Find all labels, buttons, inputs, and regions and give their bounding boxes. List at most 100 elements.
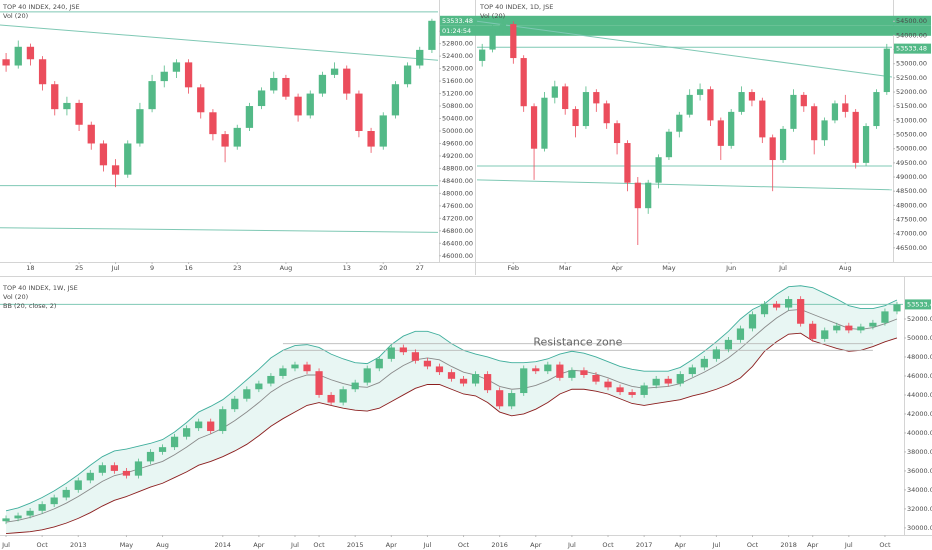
candle-body [628,392,636,395]
candle-body [38,504,46,511]
y-tick-label: 50500.00 [896,131,927,139]
candle-body [499,24,507,30]
indicator-label: Vol (20) [480,12,505,20]
y-tick-label: 46000.00 [907,372,932,380]
chart-title: TOP 40 INDEX, 1W, JSE [2,284,78,292]
candle-body [724,339,733,350]
candle-body [367,131,375,147]
candle-body [800,94,807,107]
candle-body [748,314,757,329]
candle-body [852,111,859,163]
candle-body [508,393,516,407]
candle-body [532,368,540,372]
candle-body [111,165,120,175]
candle-body [821,330,829,339]
candle-body [98,465,106,473]
candle-body [510,24,517,59]
candle-body [655,157,662,183]
candle-body [696,89,704,95]
candle-body [640,385,648,395]
x-tick-label: 18 [26,264,34,272]
x-tick-label: 2014 [214,541,231,549]
candle-body [110,465,118,471]
candle-body [51,84,59,110]
candle-body [428,20,436,50]
trend-line [0,24,439,61]
y-tick-label: 52400.00 [442,52,473,60]
countdown: 01:24:54 [442,27,471,35]
candle-body [738,92,745,112]
y-tick-label: 47000.00 [896,230,927,238]
candle-body [403,65,412,85]
candle-body [255,383,263,390]
y-tick-label: 47200.00 [442,214,473,222]
candle-body [270,77,278,91]
y-tick-label: 34000.00 [907,486,932,494]
y-tick-label: 52800.00 [442,40,473,48]
candle-body [379,115,387,147]
candle-body [375,358,383,369]
candle-body [75,102,83,125]
candle-body [769,137,776,161]
candle-body [160,71,168,82]
trend-line [476,179,893,191]
x-tick-label: Jul [711,541,720,549]
x-tick-label: 25 [75,264,83,272]
y-tick-label: 50000.00 [442,127,473,135]
candle-body [221,134,229,147]
candle-body [471,374,480,384]
y-tick-label: 54500.00 [896,17,927,25]
candle-body [423,360,432,367]
candle-body [760,303,769,315]
y-tick-label: 46400.00 [442,239,473,247]
x-tick-label: 2013 [70,541,87,549]
candle-body [624,143,631,183]
y-tick-label: 48800.00 [442,164,473,172]
candle-body [391,84,400,116]
candle-body [124,143,132,175]
candle-body [99,143,108,166]
candle-body [893,304,901,312]
candle-body [520,368,528,394]
candle-body [664,378,672,384]
candle-body [399,347,407,353]
candle-body [688,367,696,375]
x-tick-label: Oct [879,541,891,549]
y-tick-label: 54000.00 [896,31,927,39]
x-tick-label: 13 [343,264,351,272]
candle-body [86,472,94,481]
y-tick-label: 49500.00 [896,159,927,167]
candle-body [645,182,652,209]
candle-body [14,46,22,66]
candle-body [267,375,275,384]
candle-body [779,128,787,161]
candle-body [170,436,179,448]
x-tick-label: Aug [280,264,293,272]
indicator-label: Vol (20) [3,293,28,301]
candle-body [568,370,576,378]
candle-body [736,328,745,340]
x-tick-label: 9 [150,264,154,272]
bb-lower [5,332,898,535]
y-tick-label: 49600.00 [442,139,473,147]
candle-body [833,325,841,331]
y-tick-label: 46800.00 [442,227,473,235]
x-tick-label: Apr [807,541,819,549]
candle-body [604,381,612,388]
bb-fill [6,285,897,534]
candle-body [387,347,395,359]
candle-body [873,92,880,127]
candle-body [459,378,468,384]
candle-body [195,421,203,429]
chart-title: TOP 40 INDEX, 1D, JSE [479,3,553,11]
candle-body [26,46,35,60]
candle-body [184,62,193,88]
candle-body [551,86,558,98]
candle-body [593,92,600,104]
candle-body [207,421,215,432]
candle-body [279,368,287,376]
x-tick-label: May [120,541,134,549]
y-tick-label: 52000.00 [896,88,927,96]
y-tick-label: 47600.00 [442,202,473,210]
y-tick-label: 51000.00 [896,116,927,124]
